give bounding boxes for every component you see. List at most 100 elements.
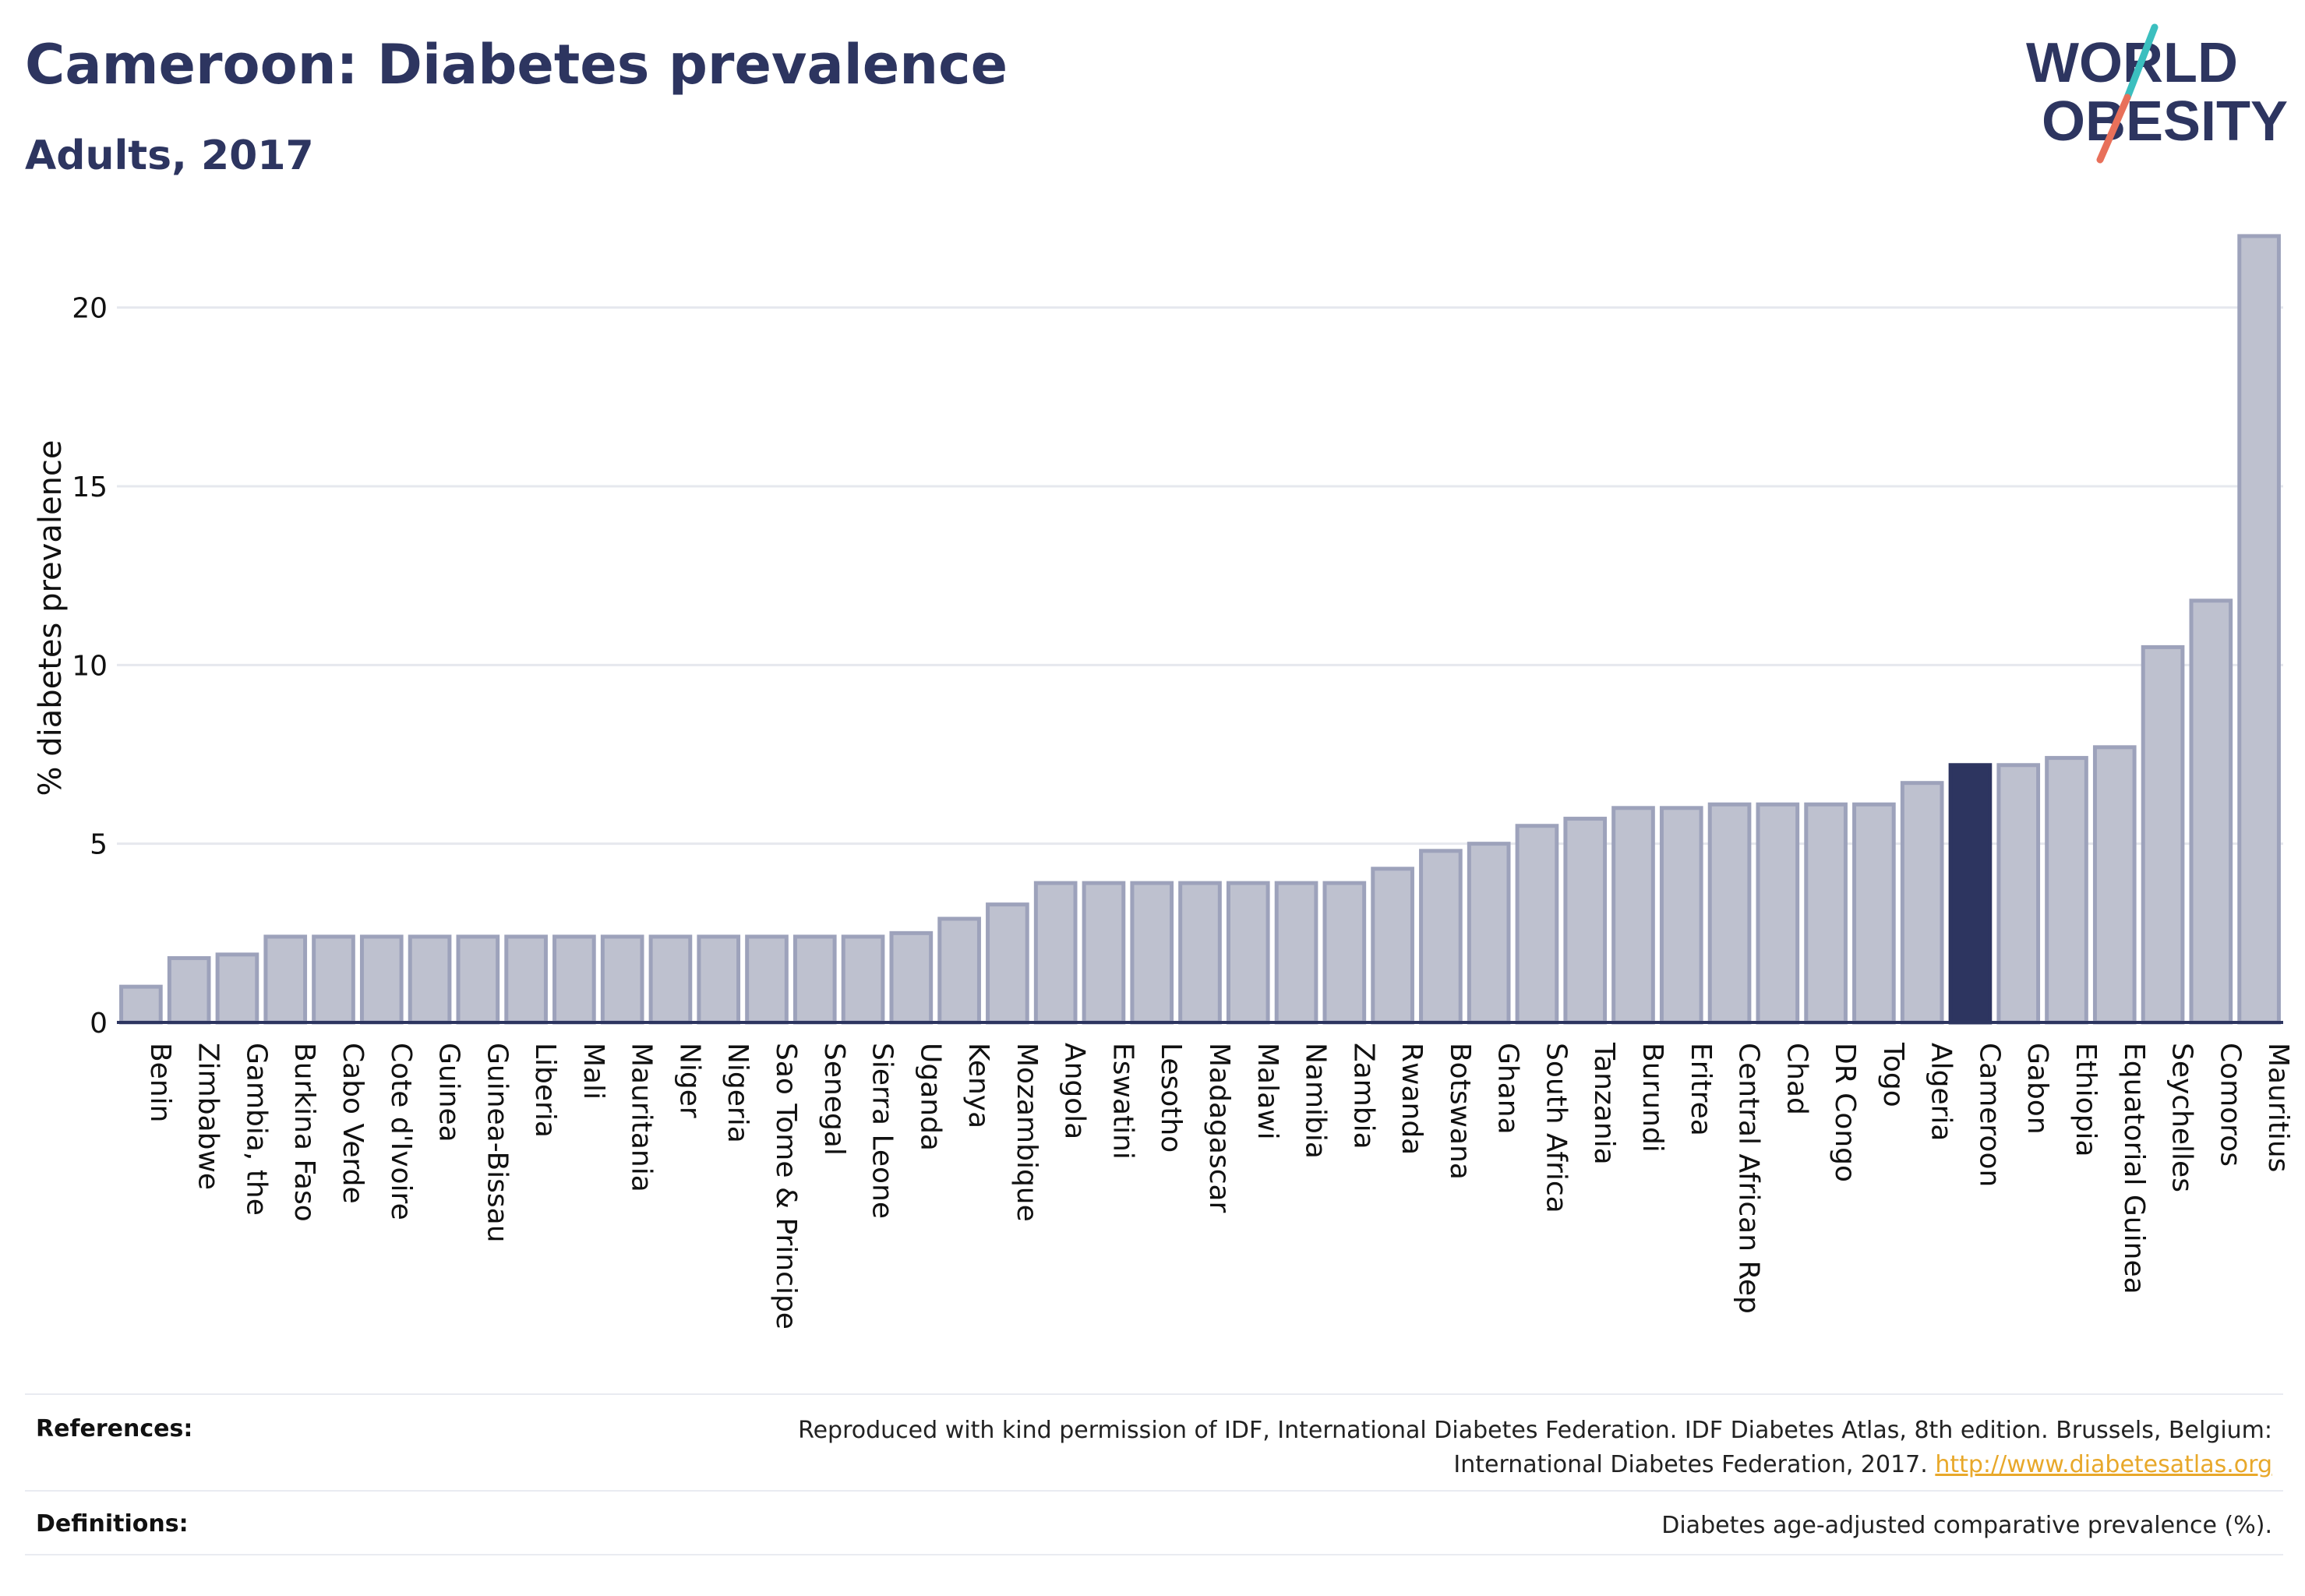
- bar: [359, 934, 404, 1025]
- bar: [841, 934, 885, 1025]
- bar: [889, 930, 934, 1025]
- definitions-text: Diabetes age-adjusted comparative preval…: [1661, 1512, 2272, 1539]
- x-tick-label: Cote d'Ivoire: [385, 1043, 417, 1220]
- bar: [1900, 781, 1944, 1025]
- references-section: References: Reproduced with kind permiss…: [25, 1403, 2283, 1488]
- bar: [215, 952, 259, 1025]
- bar: [2045, 756, 2088, 1025]
- x-tick-label: Benin: [144, 1043, 176, 1122]
- x-tick-label: Botswana: [1444, 1043, 1476, 1180]
- x-tick-label: Comoros: [2214, 1043, 2246, 1167]
- bar: [119, 984, 163, 1025]
- bar: [792, 934, 837, 1025]
- x-tick-label: Algeria: [1926, 1043, 1957, 1142]
- logo-slash-top: [2123, 23, 2159, 101]
- x-tick-label: Burkina Faso: [288, 1043, 320, 1222]
- bar: [697, 934, 741, 1025]
- x-tick-label: Lesotho: [1155, 1043, 1187, 1153]
- bars-layer: [119, 234, 2281, 1025]
- x-tick-label: Tanzania: [1588, 1042, 1620, 1165]
- x-tick-labels: Benin Zimbabwe Gambia, the Burkina Faso Cabo…: [144, 1042, 2294, 1329]
- x-tick-label: Seychelles: [2166, 1043, 2198, 1192]
- bar: [1082, 881, 1126, 1025]
- bar: [504, 934, 548, 1025]
- divider-middle: [25, 1490, 2283, 1492]
- bar: [1226, 881, 1270, 1025]
- bar: [1130, 881, 1174, 1025]
- bar: [1804, 802, 1848, 1025]
- x-tick-label: Kenya: [962, 1043, 994, 1128]
- bar: [1371, 867, 1414, 1025]
- x-tick-label: Uganda: [914, 1043, 946, 1151]
- x-tick-label: Eswatini: [1107, 1043, 1138, 1160]
- y-tick-label: 5: [90, 829, 108, 861]
- x-tick-label: Niger: [673, 1043, 705, 1118]
- bar: [745, 934, 789, 1025]
- bar-highlight: [1948, 763, 1993, 1025]
- divider-top: [25, 1393, 2283, 1395]
- y-axis-label: % diabetes prevalence: [33, 440, 69, 796]
- bar: [552, 934, 596, 1025]
- x-tick-label: Central African Rep: [1733, 1043, 1765, 1314]
- logo-word-obesity: OBESITY: [2042, 90, 2288, 153]
- bar: [1659, 806, 1703, 1025]
- y-tick-label: 0: [90, 1008, 108, 1040]
- bar: [1467, 842, 1511, 1025]
- divider-bottom: [25, 1554, 2283, 1555]
- bar: [1852, 802, 1896, 1025]
- x-tick-label: Gabon: [2021, 1043, 2053, 1135]
- bar: [1419, 849, 1463, 1025]
- bar: [456, 934, 500, 1025]
- bar: [986, 902, 1029, 1025]
- bar: [2237, 234, 2281, 1025]
- x-tick-label: Angola: [1059, 1043, 1091, 1139]
- x-tick-label: Guinea: [433, 1043, 465, 1142]
- y-tick-label: 10: [72, 650, 108, 682]
- references-label: References:: [36, 1415, 193, 1442]
- x-tick-label: Gambia, the: [240, 1043, 272, 1216]
- references-line2-text: International Diabetes Federation, 2017.: [1453, 1451, 1928, 1478]
- y-tick-label: 20: [72, 293, 108, 325]
- x-tick-label: Madagascar: [1203, 1043, 1235, 1213]
- bar: [1611, 806, 1655, 1025]
- x-tick-label: Ghana: [1492, 1043, 1524, 1135]
- x-tick-label: Zimbabwe: [192, 1043, 224, 1190]
- references-text: Reproduced with kind permission of IDF, …: [402, 1414, 2272, 1482]
- x-tick-label: South Africa: [1540, 1043, 1572, 1213]
- bar: [408, 934, 452, 1025]
- x-tick-label: Zambia: [1347, 1043, 1379, 1149]
- definitions-section: Definitions: Diabetes age-adjusted compa…: [25, 1495, 2283, 1549]
- world-obesity-logo: WORLD OBESITY: [2026, 23, 2288, 164]
- x-tick-label: Eritrea: [1685, 1043, 1717, 1136]
- chart-title: Cameroon: Diabetes prevalence: [25, 33, 1008, 97]
- x-tick-label: Malawi: [1251, 1043, 1283, 1140]
- x-tick-label: Guinea-Bissau: [481, 1043, 513, 1243]
- x-tick-label: Cabo Verde: [337, 1043, 369, 1204]
- x-tick-label: Liberia: [529, 1043, 561, 1138]
- definitions-label: Definitions:: [36, 1510, 189, 1538]
- bar: [2141, 644, 2185, 1025]
- x-tick-label: Ethiopia: [2070, 1043, 2102, 1157]
- bar: [1707, 802, 1752, 1025]
- logo-slash-bottom: [2096, 94, 2131, 164]
- x-tick-label: DR Congo: [1829, 1043, 1861, 1182]
- bar: [1274, 881, 1318, 1025]
- x-tick-label: Namibia: [1300, 1043, 1332, 1159]
- bar: [263, 934, 308, 1025]
- x-tick-label: Nigeria: [722, 1043, 754, 1143]
- bar: [1033, 881, 1078, 1025]
- x-tick-label: Togo: [1877, 1042, 1909, 1107]
- bar: [167, 955, 211, 1025]
- x-tick-label: Sao Tome & Principe: [770, 1043, 802, 1329]
- y-tick-labels: 0 5 10 15 20: [72, 293, 108, 1040]
- diabetes-atlas-link[interactable]: http://www.diabetesatlas.org: [1935, 1451, 2272, 1478]
- bar: [1756, 802, 1800, 1025]
- bar: [312, 934, 355, 1025]
- x-tick-label: Mali: [577, 1043, 609, 1100]
- bar: [937, 916, 981, 1025]
- chart-subtitle: Adults, 2017: [25, 132, 314, 179]
- bar-chart: Benin Zimbabwe Gambia, the Burkina Faso Cabo…: [33, 234, 2294, 1329]
- x-tick-label: Mauritania: [626, 1043, 658, 1192]
- x-tick-label: Senegal: [818, 1043, 850, 1156]
- bar: [648, 934, 693, 1025]
